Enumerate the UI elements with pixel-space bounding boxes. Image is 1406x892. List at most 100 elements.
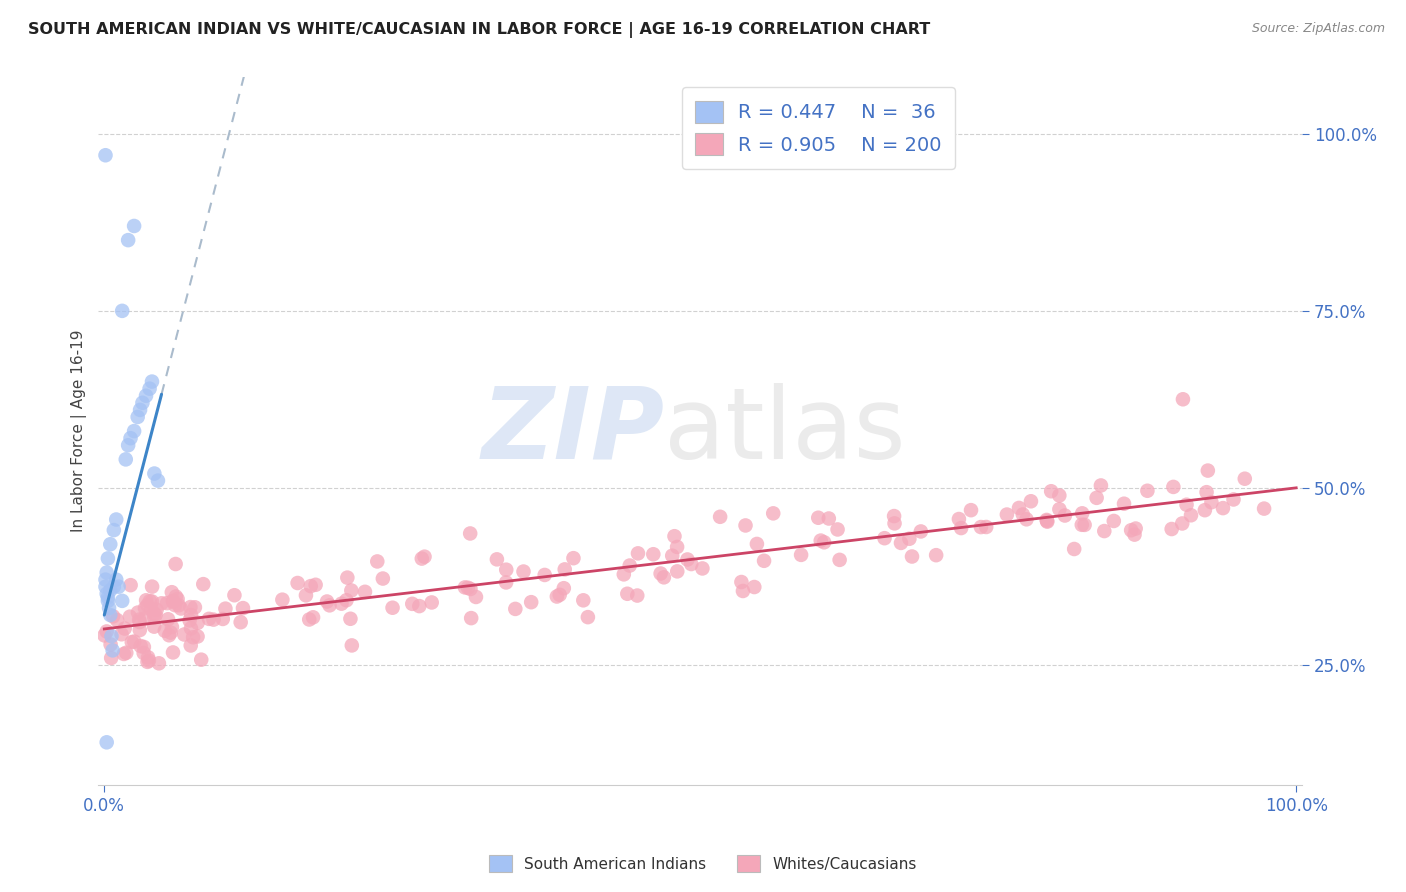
Point (145, 603, 167, 617)
Point (135, 593, 157, 607)
Text: Source: ZipAtlas.com: Source: ZipAtlas.com (1251, 22, 1385, 36)
Point (111, 303, 134, 318)
Point (742, 580, 765, 594)
Point (121, 635, 143, 649)
Point (173, 627, 195, 641)
Point (193, 577, 215, 591)
Point (1194, 503, 1216, 517)
Point (454, 581, 477, 595)
Point (100, 638, 122, 652)
Point (420, 595, 443, 609)
Point (101, 609, 124, 624)
Point (98, 537, 121, 551)
Point (141, 580, 163, 594)
Point (96, 566, 118, 580)
Point (752, 554, 775, 568)
Point (1212, 501, 1234, 516)
Point (127, 409, 149, 424)
Point (128, 615, 150, 629)
Point (103, 523, 125, 537)
Point (138, 382, 160, 396)
Point (650, 566, 672, 581)
Point (762, 507, 785, 521)
Point (1102, 514, 1125, 528)
Point (950, 521, 973, 535)
Point (110, 627, 132, 641)
Point (287, 576, 309, 591)
Point (100, 651, 122, 665)
Point (180, 621, 202, 635)
Point (901, 549, 924, 564)
Point (165, 557, 187, 571)
Point (1070, 517, 1092, 532)
Point (156, 596, 179, 610)
Point (339, 612, 361, 626)
Point (1121, 523, 1143, 537)
Point (163, 598, 186, 612)
Point (1112, 497, 1135, 511)
Point (198, 612, 221, 626)
Point (807, 510, 830, 524)
Point (1171, 516, 1194, 531)
Point (129, 639, 152, 653)
Point (166, 592, 188, 607)
Point (1136, 483, 1159, 498)
Point (692, 561, 714, 575)
Point (159, 625, 181, 640)
Point (883, 516, 905, 531)
Point (162, 594, 184, 608)
Point (366, 554, 388, 568)
Point (93, 628, 115, 642)
Point (184, 600, 207, 615)
Text: atlas: atlas (664, 383, 905, 480)
Point (98, 601, 121, 615)
Point (730, 574, 752, 589)
Point (873, 531, 896, 545)
Point (138, 654, 160, 668)
Point (401, 597, 423, 611)
Point (170, 601, 193, 615)
Point (143, 610, 166, 624)
Point (298, 612, 321, 626)
Point (1063, 541, 1085, 556)
Point (105, 512, 128, 526)
Legend: R = 0.447    N =  36, R = 0.905    N = 200: R = 0.447 N = 36, R = 0.905 N = 200 (682, 87, 955, 169)
Point (627, 546, 650, 560)
Point (616, 587, 638, 601)
Point (883, 509, 905, 524)
Point (202, 613, 225, 627)
Point (129, 403, 152, 417)
Point (122, 424, 145, 438)
Point (148, 657, 170, 671)
Point (970, 520, 993, 534)
Point (181, 630, 204, 644)
Point (160, 585, 183, 599)
Point (828, 553, 851, 567)
Point (179, 600, 201, 615)
Point (411, 551, 433, 566)
Point (458, 526, 481, 541)
Point (371, 572, 394, 586)
Point (162, 645, 184, 659)
Point (643, 547, 665, 561)
Point (1073, 517, 1095, 532)
Point (187, 630, 209, 644)
Point (128, 613, 150, 627)
Point (180, 639, 202, 653)
Point (1036, 514, 1059, 528)
Text: SOUTH AMERICAN INDIAN VS WHITE/CAUCASIAN IN LABOR FORCE | AGE 16-19 CORRELATION : SOUTH AMERICAN INDIAN VS WHITE/CAUCASIAN… (28, 22, 931, 38)
Point (734, 518, 756, 533)
Point (98, 583, 121, 598)
Point (533, 568, 555, 582)
Point (134, 601, 156, 615)
Point (295, 588, 318, 602)
Point (745, 537, 768, 551)
Point (128, 623, 150, 637)
Point (318, 599, 340, 613)
Point (1233, 472, 1256, 486)
Point (1008, 500, 1031, 515)
Point (132, 646, 155, 660)
Point (143, 620, 166, 634)
Text: ZIP: ZIP (481, 383, 664, 480)
Point (134, 611, 156, 625)
